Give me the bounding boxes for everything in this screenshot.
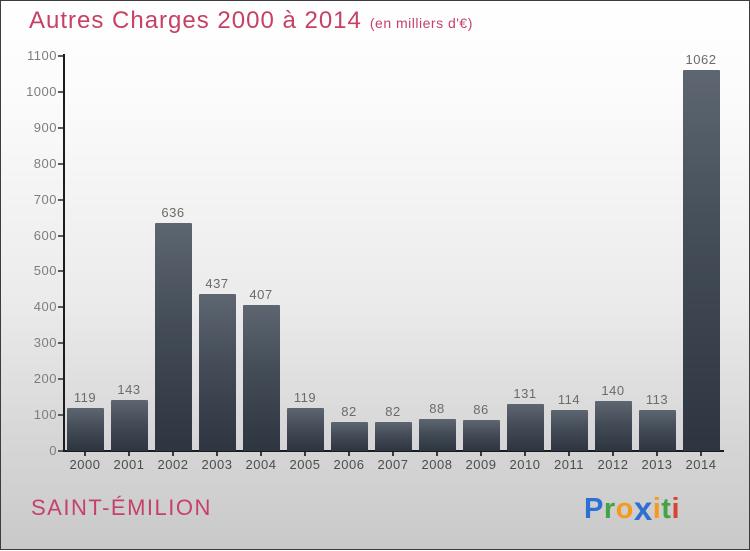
y-axis-line [63, 54, 65, 451]
bar-value-label-2009: 86 [473, 402, 489, 418]
x-tick-mark [304, 452, 306, 456]
x-tick-mark [480, 452, 482, 456]
y-tick-mark [58, 306, 63, 309]
y-tick-mark [58, 414, 63, 417]
x-tick-mark [656, 452, 658, 456]
chart-subtitle: (en milliers d'€) [369, 15, 473, 31]
bar-2008 [418, 419, 456, 451]
x-tick-label-2006: 2006 [333, 457, 365, 472]
x-tick-label-2013: 2013 [641, 457, 673, 472]
y-tick-label: 900 [33, 119, 57, 135]
bar-value-label-2010: 131 [513, 385, 537, 401]
y-tick-mark [58, 342, 63, 345]
y-tick-label: 1100 [27, 48, 57, 63]
logo-letter: P [584, 493, 604, 525]
bar-value-label-2000: 119 [73, 390, 97, 406]
x-tick-mark [348, 452, 350, 456]
logo-letter: i [652, 493, 662, 525]
footer-place-label: SAINT-ÉMILION [31, 495, 212, 520]
x-tick-mark [392, 452, 394, 456]
x-tick-mark [524, 452, 526, 456]
y-tick-mark [58, 198, 63, 201]
y-tick-label: 300 [33, 335, 57, 351]
x-tick-label-2003: 2003 [201, 457, 233, 472]
logo-letter: i [671, 493, 681, 525]
bar-2004 [242, 304, 280, 451]
x-axis-line [63, 450, 724, 452]
bar-value-label-2014: 1062 [685, 51, 717, 67]
bar-value-label-2003: 437 [205, 276, 229, 292]
y-tick-mark [58, 270, 63, 273]
x-tick-mark [172, 452, 174, 456]
bar-2006 [330, 421, 368, 451]
bar-2013 [638, 410, 676, 451]
bar-2010 [506, 403, 544, 451]
y-tick-mark [58, 126, 63, 129]
x-tick-label-2009: 2009 [465, 457, 497, 472]
y-tick-mark [58, 450, 63, 452]
bar-2014 [682, 69, 720, 451]
bar-value-label-2001: 143 [117, 381, 141, 397]
x-tick-mark [128, 452, 130, 456]
y-tick-mark [58, 90, 63, 93]
bar-2003 [198, 294, 236, 451]
x-tick-label-2002: 2002 [157, 457, 189, 472]
y-tick-label: 1000 [26, 83, 57, 99]
x-tick-label-2008: 2008 [421, 457, 453, 472]
y-tick-label: 0 [49, 443, 57, 458]
bar-2002 [154, 222, 192, 451]
bar-value-label-2013: 113 [645, 392, 669, 408]
y-tick-mark [58, 234, 63, 237]
y-tick-mark [58, 55, 63, 57]
logo-letter: r [603, 493, 616, 525]
bar-2005 [286, 408, 324, 451]
bar-value-label-2011: 114 [557, 392, 581, 408]
x-tick-mark [216, 452, 218, 456]
bar-value-label-2007: 82 [385, 403, 401, 419]
chart-header: Autres Charges 2000 à 2014 (en milliers d… [29, 7, 473, 35]
x-tick-mark [436, 452, 438, 456]
x-tick-label-2011: 2011 [554, 457, 584, 472]
y-tick-label: 500 [33, 263, 57, 279]
bar-2012 [594, 400, 632, 451]
bar-value-label-2002: 636 [161, 204, 185, 220]
x-tick-label-2005: 2005 [289, 457, 321, 472]
bar-2011 [550, 410, 588, 451]
x-tick-mark [260, 452, 262, 456]
x-tick-label-2007: 2007 [377, 457, 409, 472]
logo-letter: t [661, 493, 672, 525]
bar-2007 [374, 421, 412, 451]
x-tick-label-2001: 2001 [113, 457, 145, 472]
x-tick-label-2000: 2000 [69, 457, 101, 472]
bar-2000 [66, 408, 104, 451]
x-tick-mark [568, 452, 570, 456]
x-tick-mark [612, 452, 614, 456]
y-tick-mark [58, 378, 63, 381]
y-tick-label: 800 [33, 155, 57, 171]
bar-value-label-2008: 88 [429, 401, 445, 417]
y-tick-label: 700 [33, 191, 57, 207]
y-tick-label: 400 [33, 299, 57, 315]
y-tick-label: 600 [33, 227, 57, 243]
x-tick-label-2014: 2014 [685, 457, 717, 472]
x-tick-mark [700, 452, 702, 456]
x-tick-label-2012: 2012 [597, 457, 629, 472]
logo-letter: o [615, 493, 634, 525]
y-tick-mark [58, 162, 63, 165]
x-tick-label-2010: 2010 [509, 457, 541, 472]
chart-title: Autres Charges 2000 à 2014 [29, 7, 362, 34]
y-tick-label: 200 [33, 371, 57, 387]
y-tick-label: 100 [33, 407, 57, 423]
logo-letter: x [633, 490, 653, 527]
bar-2009 [462, 420, 500, 451]
bar-value-label-2006: 82 [341, 403, 357, 419]
x-tick-mark [84, 452, 86, 456]
bar-2001 [110, 399, 148, 451]
bar-value-label-2012: 140 [601, 382, 625, 398]
proxiti-logo[interactable]: Proxiti [584, 488, 681, 527]
bar-value-label-2004: 407 [249, 286, 273, 302]
bar-value-label-2005: 119 [293, 390, 317, 406]
x-tick-label-2004: 2004 [245, 457, 277, 472]
